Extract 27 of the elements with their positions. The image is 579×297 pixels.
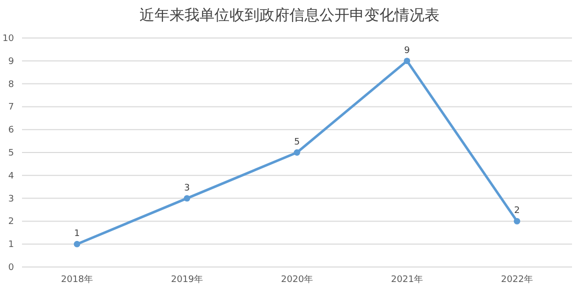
- point: [74, 240, 80, 248]
- point: [184, 195, 190, 202]
- y-tick-label: 10: [2, 34, 14, 44]
- y-tick-label: 2: [8, 217, 14, 228]
- x-tick-label: 2021年: [391, 274, 423, 285]
- x-tick-label: 2022年: [501, 274, 533, 285]
- y-tick-label: 0: [8, 263, 14, 273]
- y-tick-label: 7: [8, 102, 14, 113]
- y-tick-label: 9: [8, 56, 14, 67]
- y-tick-label: 8: [8, 80, 14, 90]
- y-tick-label: 6: [8, 126, 14, 136]
- chart-title: 近年来我单位收到政府信息公开申变化情况表: [140, 6, 440, 24]
- x-tick-label: 2019年: [171, 274, 203, 285]
- point: [294, 149, 300, 156]
- x-tick-label: 2020年: [281, 274, 313, 285]
- y-tick-label: 1: [8, 240, 14, 250]
- y-tick-label: 3: [8, 194, 14, 204]
- point: [404, 58, 410, 64]
- y-tick-label: 5: [8, 148, 14, 158]
- data-label: 9: [404, 46, 410, 56]
- y-tick-label: 4: [8, 171, 14, 182]
- x-tick-label: 2018年: [61, 274, 93, 285]
- data-label: 1: [74, 229, 80, 240]
- point: [514, 218, 520, 224]
- data-label: 2: [514, 206, 520, 216]
- data-label: 5: [294, 138, 300, 148]
- data-label: 3: [184, 183, 190, 194]
